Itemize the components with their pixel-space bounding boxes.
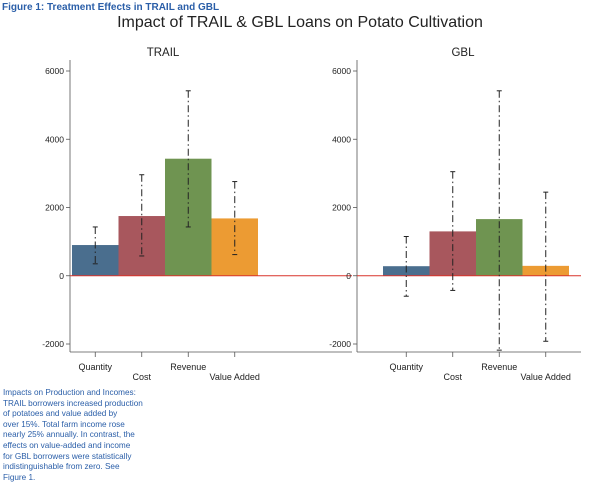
bar-cost [118, 216, 165, 276]
caption-line: effects on value-added and income [3, 440, 131, 450]
caption-line: TRAIL borrowers increased production [3, 398, 143, 408]
y-tick-label: 0 [59, 271, 64, 281]
x-tick-label: Value Added [210, 372, 260, 382]
y-tick-label: 6000 [45, 66, 64, 76]
figure-label: Figure 1: Treatment Effects in TRAIL and… [2, 2, 220, 13]
caption-line: Impacts on Production and Incomes: [3, 388, 136, 397]
y-tick-label: -2000 [329, 339, 351, 349]
gbl-panel: GBL -2000 0 2000 4000 6000 Quantity Cost Revenue… [329, 47, 581, 382]
caption-line: for GBL borrowers were statistically [3, 451, 132, 461]
x-tick-label: Quantity [389, 362, 423, 372]
caption-line: nearly 25% annually. In contrast, the [3, 430, 135, 440]
y-tick-label: 6000 [332, 66, 351, 76]
x-tick-label: Quantity [78, 362, 112, 372]
y-tick-label: 4000 [45, 134, 64, 144]
caption-line: of potatoes and value added by [3, 409, 118, 419]
caption-line: Figure 1. [3, 472, 36, 482]
chart-title: Impact of TRAIL & GBL Loans on Potato Cu… [117, 14, 483, 31]
caption-line: over 15%. Total farm income rose [3, 419, 125, 429]
x-tick-label: Cost [443, 372, 462, 382]
y-tick-label: -2000 [42, 339, 64, 349]
panel-title: GBL [451, 47, 475, 59]
caption-line: indistinguishable from zero. See [3, 462, 120, 472]
y-tick-label: 0 [346, 271, 351, 281]
x-tick-label: Revenue [481, 362, 517, 372]
panel-title: TRAIL [147, 47, 180, 59]
caption: Impacts on Production and Incomes: TRAIL… [3, 388, 151, 483]
x-tick-label: Revenue [170, 362, 206, 372]
trail-panel: TRAIL -2000 0 2000 4000 6000 Quantity Cost Reven… [42, 47, 352, 382]
y-tick-label: 2000 [332, 203, 351, 213]
x-tick-label: Value Added [521, 372, 571, 382]
y-tick-label: 4000 [332, 134, 351, 144]
x-tick-label: Cost [132, 372, 151, 382]
bar-cost [429, 231, 476, 276]
y-tick-label: 2000 [45, 203, 64, 213]
